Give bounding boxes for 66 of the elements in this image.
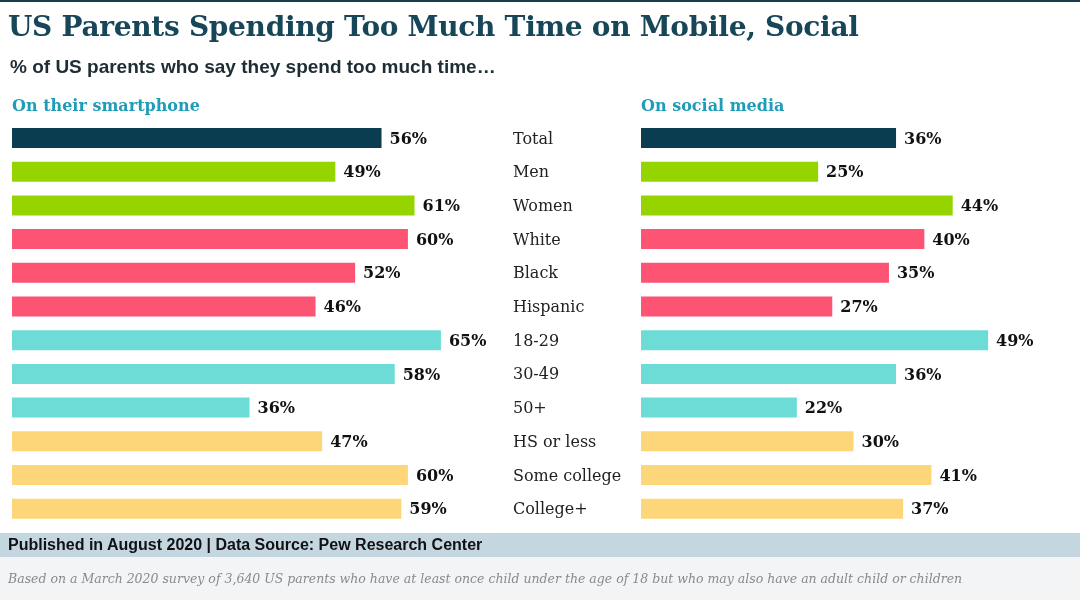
bar <box>641 195 953 216</box>
y-tick-label: College+ <box>513 499 588 519</box>
y-tick-label: 50+ <box>513 398 547 418</box>
bar <box>12 229 408 250</box>
text: Based on a March 2020 survey of 3,640 US parents who have at least once child under the age of 18 but who may also have an adult child or children <box>8 571 963 586</box>
data-label: 25% <box>826 162 864 182</box>
bar <box>641 498 904 519</box>
bar <box>641 330 989 351</box>
text: % of US parents who say they spend too much time… <box>10 56 496 78</box>
data-label: 22% <box>804 398 843 418</box>
bar <box>641 229 925 250</box>
data-label: 61% <box>422 196 460 216</box>
y-tick-label: Black <box>513 263 559 283</box>
bar <box>12 296 316 317</box>
bar <box>12 464 408 485</box>
bar <box>641 397 797 418</box>
bar <box>12 431 323 452</box>
y-tick-label: Hispanic <box>513 297 585 317</box>
data-label: 35% <box>896 263 935 283</box>
bar <box>12 330 441 351</box>
bar <box>12 498 402 519</box>
data-label: 52% <box>363 263 401 283</box>
bar <box>641 363 897 384</box>
data-label: 56% <box>389 128 427 148</box>
data-label: 46% <box>323 297 361 317</box>
data-label: 59% <box>409 499 447 519</box>
data-label: 49% <box>343 162 381 182</box>
y-tick-label: White <box>513 229 561 249</box>
bar <box>12 128 382 148</box>
y-tick-label: 18-29 <box>513 330 560 350</box>
bar <box>12 195 415 216</box>
bar <box>641 128 897 148</box>
data-label: 36% <box>904 128 942 148</box>
data-label: 65% <box>448 330 487 350</box>
y-tick-label: Women <box>513 195 573 215</box>
text: US Parents Spending Too Much Time on Mobile, Social <box>8 10 859 43</box>
chart-title: On their smartphone <box>12 96 200 115</box>
data-label: 36% <box>257 398 295 418</box>
data-label: 30% <box>861 431 899 451</box>
y-tick-label: Some college <box>513 465 622 485</box>
data-label: 44% <box>960 196 999 216</box>
bar <box>641 296 833 317</box>
chart-title: On social media <box>641 96 785 115</box>
data-label: 49% <box>996 330 1034 350</box>
data-label: 60% <box>415 465 454 485</box>
data-label: 60% <box>415 229 454 249</box>
bar <box>641 161 819 182</box>
data-label: 47% <box>330 431 368 451</box>
data-label: 36% <box>904 364 942 384</box>
data-label: 40% <box>932 229 970 249</box>
bar <box>641 464 932 485</box>
data-label: 58% <box>402 364 441 384</box>
bar <box>641 431 854 452</box>
data-label: 27% <box>840 297 878 317</box>
y-tick-label: Total <box>513 128 554 148</box>
bar <box>12 262 356 283</box>
y-tick-label: HS or less <box>513 431 597 451</box>
y-tick-label: 30-49 <box>513 364 560 384</box>
bar <box>12 363 395 384</box>
bar <box>12 397 250 418</box>
y-tick-label: Men <box>513 162 550 182</box>
text: Published in August 2020 | Data Source: Pew Research Center <box>8 536 483 554</box>
bar <box>12 161 336 182</box>
data-label: 41% <box>939 465 977 485</box>
data-label: 37% <box>911 499 949 519</box>
bar <box>641 262 889 283</box>
